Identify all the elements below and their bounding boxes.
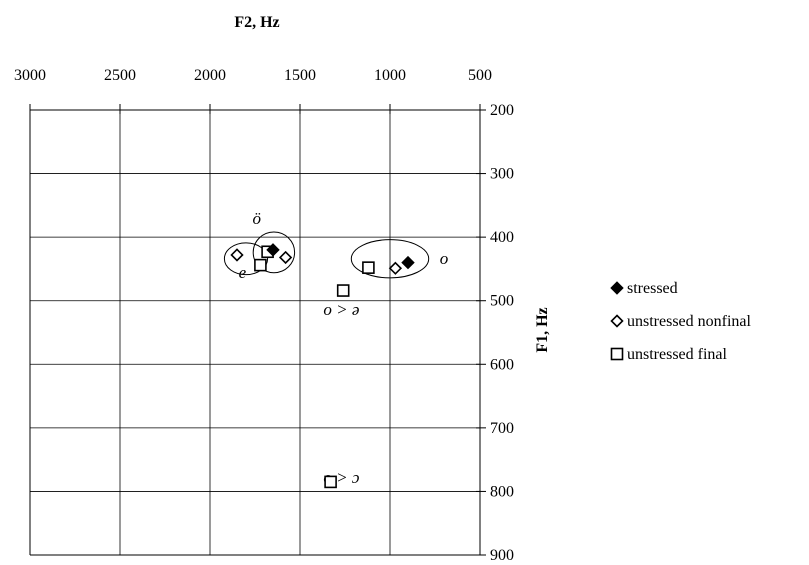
unstressed-final-point: [362, 261, 375, 274]
stressed-point: [401, 255, 415, 270]
legend-marker-stressed: [610, 281, 624, 295]
vowel-label: e: [239, 263, 247, 282]
vowel-label: o > ə: [323, 300, 359, 319]
vowel-ellipse-o: [350, 239, 430, 279]
x-tick-label: 2000: [194, 67, 226, 84]
y-tick-labels: 200 300 400 500 600 700 800 900: [490, 102, 514, 564]
unstressed-final-point: [324, 475, 337, 489]
y-tick-label: 600: [490, 356, 514, 373]
x-tick-labels: 3000 2500 2000 1500 1000 500: [14, 67, 492, 84]
vowel-ellipse-o-umlaut: [252, 231, 296, 274]
legend-label: stressed: [627, 280, 678, 297]
unstressed-nonfinal-point: [388, 261, 403, 275]
x-tick-label: 500: [468, 67, 492, 84]
vowel-label: o: [440, 249, 449, 268]
y-tick-label: 200: [490, 102, 514, 119]
legend: stressed unstressed nonfinal unstressed fi…: [610, 280, 752, 363]
y-tick-label: 900: [490, 547, 514, 564]
x-tick-label: 3000: [14, 67, 46, 84]
x-axis-title: F2, Hz: [234, 14, 279, 31]
plot-frame: [29, 104, 486, 556]
stressed-point: [266, 243, 280, 257]
y-tick-label: 400: [490, 229, 514, 246]
legend-marker-unstressed-nonfinal: [610, 314, 624, 328]
y-tick-label: 800: [490, 483, 514, 500]
y-tick-label: 700: [490, 420, 514, 437]
vowel-ellipse-e: [223, 242, 269, 276]
x-tick-label: 1500: [284, 67, 316, 84]
vowel-label: ö: [253, 209, 262, 228]
y-tick-label: 300: [490, 166, 514, 183]
y-tick-label: 500: [490, 293, 514, 310]
y-axis-title: F1, Hz: [534, 307, 551, 352]
grid-lines: [30, 110, 480, 555]
legend-label: unstressed final: [627, 346, 728, 363]
unstressed-final-point: [254, 258, 267, 272]
x-tick-label: 2500: [104, 67, 136, 84]
unstressed-final-point: [336, 284, 350, 297]
x-tick-label: 1000: [374, 67, 406, 84]
vowel-ellipses: [223, 231, 430, 279]
unstressed-nonfinal-point: [230, 248, 244, 262]
legend-marker-unstressed-final: [610, 347, 624, 361]
legend-label: unstressed nonfinal: [627, 313, 752, 330]
data-points: [230, 243, 415, 489]
unstressed-nonfinal-point: [278, 250, 293, 265]
